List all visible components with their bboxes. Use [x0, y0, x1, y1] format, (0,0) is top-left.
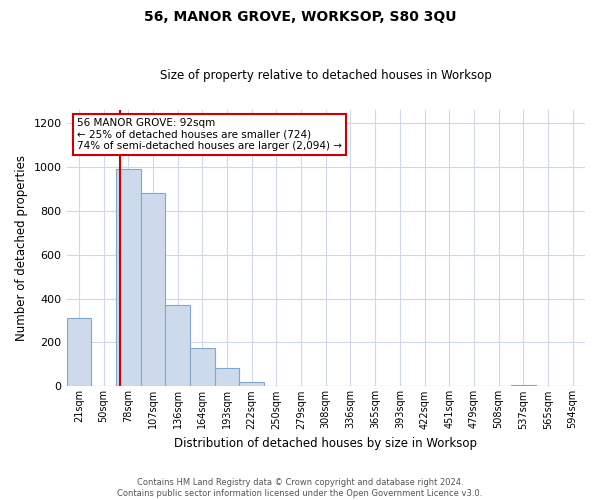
Text: 56 MANOR GROVE: 92sqm
← 25% of detached houses are smaller (724)
74% of semi-det: 56 MANOR GROVE: 92sqm ← 25% of detached … — [77, 118, 342, 151]
Title: Size of property relative to detached houses in Worksop: Size of property relative to detached ho… — [160, 69, 491, 82]
Bar — [67, 318, 91, 386]
Text: 56, MANOR GROVE, WORKSOP, S80 3QU: 56, MANOR GROVE, WORKSOP, S80 3QU — [144, 10, 456, 24]
Bar — [116, 169, 140, 386]
Bar — [190, 348, 215, 387]
Bar — [511, 385, 536, 386]
X-axis label: Distribution of detached houses by size in Worksop: Distribution of detached houses by size … — [174, 437, 477, 450]
Text: Contains HM Land Registry data © Crown copyright and database right 2024.
Contai: Contains HM Land Registry data © Crown c… — [118, 478, 482, 498]
Bar — [239, 382, 264, 386]
Bar — [215, 368, 239, 386]
Bar — [140, 193, 165, 386]
Bar — [165, 305, 190, 386]
Y-axis label: Number of detached properties: Number of detached properties — [15, 155, 28, 341]
